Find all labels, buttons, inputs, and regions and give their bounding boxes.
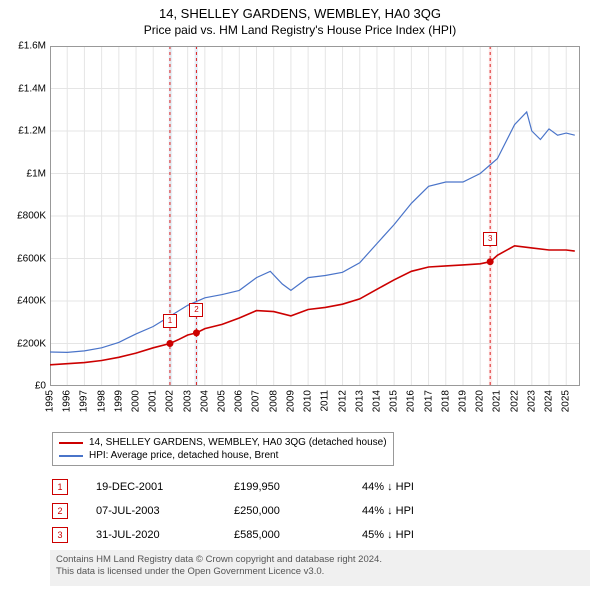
legend-label: HPI: Average price, detached house, Bren…: [89, 450, 278, 461]
y-axis-label: £0: [2, 381, 46, 392]
sale-index-box: 1: [52, 479, 68, 495]
x-axis-label: 2014: [371, 390, 382, 412]
x-axis-label: 2020: [475, 390, 486, 412]
legend-item: HPI: Average price, detached house, Bren…: [59, 449, 387, 462]
x-axis-label: 2009: [285, 390, 296, 412]
sale-pct: 45% ↓ HPI: [362, 529, 462, 541]
x-axis-label: 2013: [354, 390, 365, 412]
chart-title: 14, SHELLEY GARDENS, WEMBLEY, HA0 3QG: [0, 0, 600, 21]
y-axis-label: £800K: [2, 211, 46, 222]
x-axis-label: 2022: [509, 390, 520, 412]
x-axis-label: 2012: [337, 390, 348, 412]
x-axis-label: 1999: [113, 390, 124, 412]
x-axis-label: 2018: [440, 390, 451, 412]
sale-date: 31-JUL-2020: [96, 529, 206, 541]
sale-pct: 44% ↓ HPI: [362, 481, 462, 493]
legend: 14, SHELLEY GARDENS, WEMBLEY, HA0 3QG (d…: [52, 432, 394, 466]
x-axis-label: 2002: [165, 390, 176, 412]
attribution-line2: This data is licensed under the Open Gov…: [56, 566, 584, 578]
sale-row: 3 31-JUL-2020 £585,000 45% ↓ HPI: [52, 523, 462, 547]
attribution: Contains HM Land Registry data © Crown c…: [50, 550, 590, 586]
chart-container: { "title": "14, SHELLEY GARDENS, WEMBLEY…: [0, 0, 600, 590]
y-axis-label: £400K: [2, 296, 46, 307]
x-axis-label: 2000: [131, 390, 142, 412]
attribution-line1: Contains HM Land Registry data © Crown c…: [56, 554, 584, 566]
plot-svg: [50, 46, 580, 386]
x-axis-label: 2006: [234, 390, 245, 412]
sale-marker-label: 3: [483, 232, 497, 246]
y-axis-label: £200K: [2, 338, 46, 349]
sale-index-box: 2: [52, 503, 68, 519]
x-axis-label: 2003: [182, 390, 193, 412]
sale-pct: 44% ↓ HPI: [362, 505, 462, 517]
legend-label: 14, SHELLEY GARDENS, WEMBLEY, HA0 3QG (d…: [89, 437, 387, 448]
x-axis-label: 2019: [457, 390, 468, 412]
x-axis-label: 2010: [303, 390, 314, 412]
sale-date: 19-DEC-2001: [96, 481, 206, 493]
sale-price: £585,000: [234, 529, 334, 541]
x-axis-label: 2016: [406, 390, 417, 412]
x-axis-label: 2024: [544, 390, 555, 412]
sale-row: 2 07-JUL-2003 £250,000 44% ↓ HPI: [52, 499, 462, 523]
sale-price: £250,000: [234, 505, 334, 517]
legend-item: 14, SHELLEY GARDENS, WEMBLEY, HA0 3QG (d…: [59, 436, 387, 449]
y-axis-label: £1.2M: [2, 126, 46, 137]
y-axis-label: £1.4M: [2, 83, 46, 94]
sale-row: 1 19-DEC-2001 £199,950 44% ↓ HPI: [52, 475, 462, 499]
x-axis-label: 2023: [526, 390, 537, 412]
x-axis-label: 2008: [268, 390, 279, 412]
plot-area: [50, 46, 580, 386]
x-axis-label: 1998: [96, 390, 107, 412]
sale-index-box: 3: [52, 527, 68, 543]
x-axis-label: 2004: [199, 390, 210, 412]
x-axis-label: 1997: [79, 390, 90, 412]
x-axis-label: 2025: [561, 390, 572, 412]
sales-table: 1 19-DEC-2001 £199,950 44% ↓ HPI 2 07-JUL-200…: [52, 475, 462, 547]
x-axis-label: 2011: [320, 390, 331, 412]
x-axis-label: 2021: [492, 390, 503, 412]
y-axis-label: £1M: [2, 168, 46, 179]
sale-price: £199,950: [234, 481, 334, 493]
legend-swatch: [59, 455, 83, 457]
y-axis-label: £1.6M: [2, 41, 46, 52]
sale-marker-label: 1: [163, 314, 177, 328]
x-axis-label: 2017: [423, 390, 434, 412]
x-axis-label: 2001: [148, 390, 159, 412]
x-axis-label: 1995: [45, 390, 56, 412]
sale-marker-label: 2: [189, 303, 203, 317]
sale-date: 07-JUL-2003: [96, 505, 206, 517]
x-axis-label: 1996: [62, 390, 73, 412]
y-axis-label: £600K: [2, 253, 46, 264]
chart-subtitle: Price paid vs. HM Land Registry's House …: [0, 21, 600, 41]
x-axis-label: 2015: [389, 390, 400, 412]
x-axis-label: 2005: [217, 390, 228, 412]
legend-swatch: [59, 442, 83, 444]
x-axis-label: 2007: [251, 390, 262, 412]
